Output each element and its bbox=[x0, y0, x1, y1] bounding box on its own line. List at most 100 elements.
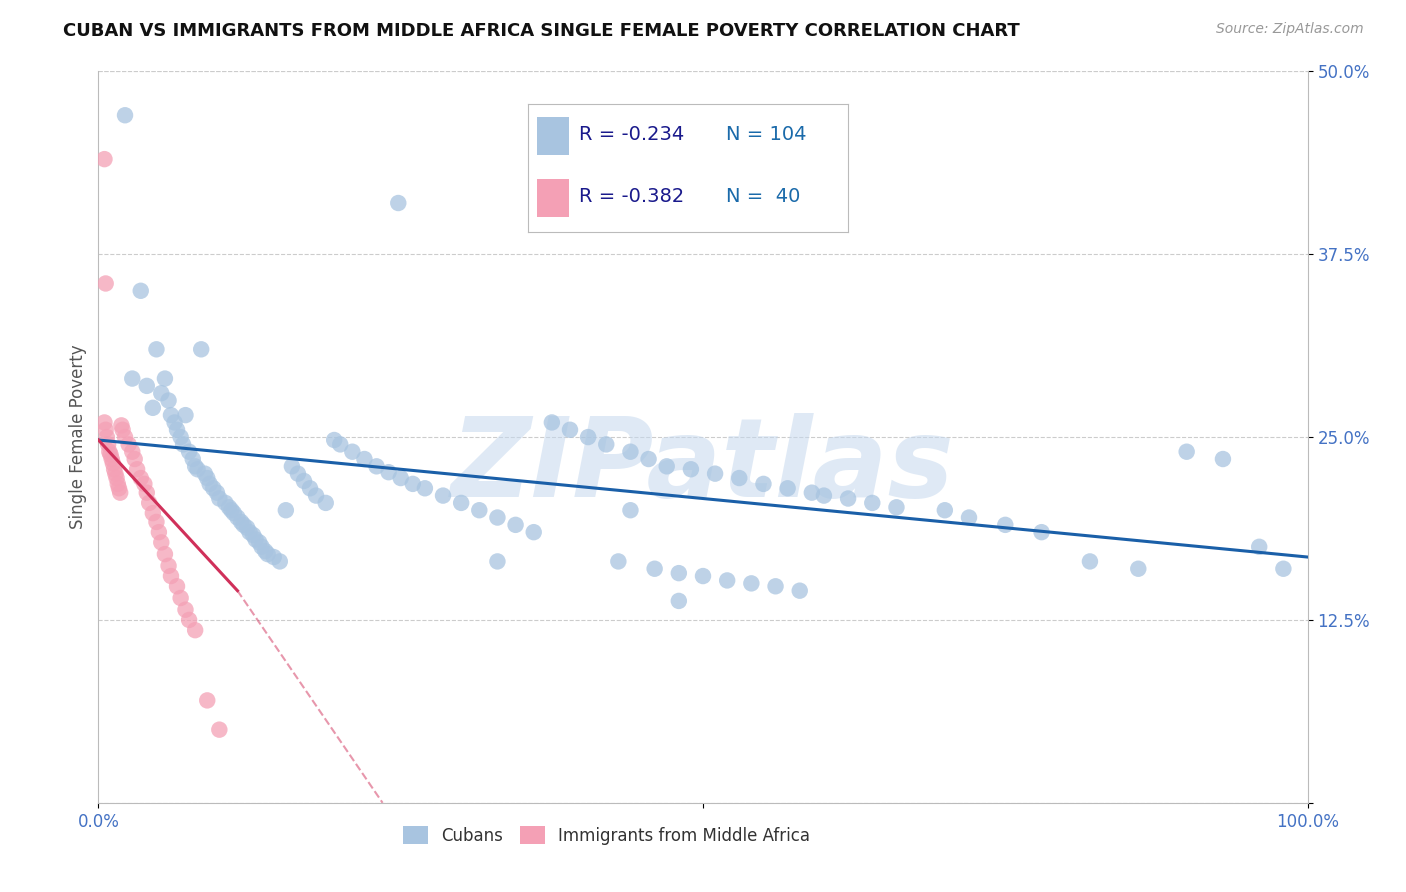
Point bbox=[957, 510, 980, 524]
Point bbox=[226, 510, 249, 524]
Point bbox=[668, 566, 690, 581]
Point bbox=[174, 408, 197, 422]
Point bbox=[242, 528, 264, 542]
Point bbox=[486, 554, 509, 568]
Point bbox=[752, 476, 775, 491]
Point bbox=[607, 554, 630, 568]
Point bbox=[800, 485, 823, 500]
Point bbox=[740, 576, 762, 591]
Point bbox=[181, 452, 204, 467]
Point bbox=[292, 474, 315, 488]
Point bbox=[299, 481, 322, 495]
Point bbox=[127, 462, 149, 476]
Point bbox=[389, 471, 412, 485]
Point bbox=[94, 423, 117, 437]
Point bbox=[107, 476, 129, 491]
Point bbox=[187, 462, 209, 476]
Point bbox=[886, 500, 908, 515]
Point bbox=[637, 452, 659, 467]
Point bbox=[160, 569, 183, 583]
Point bbox=[103, 462, 125, 476]
Point bbox=[432, 489, 454, 503]
Point bbox=[222, 506, 245, 520]
Text: ZIPatlas: ZIPatlas bbox=[451, 413, 955, 520]
Point bbox=[329, 437, 352, 451]
Point bbox=[142, 506, 165, 520]
Point bbox=[166, 579, 188, 593]
Point bbox=[184, 459, 207, 474]
Point bbox=[208, 723, 231, 737]
Point bbox=[1128, 562, 1150, 576]
Point bbox=[172, 437, 194, 451]
Point bbox=[668, 594, 690, 608]
Point bbox=[387, 196, 409, 211]
Point bbox=[505, 517, 527, 532]
Point bbox=[221, 503, 243, 517]
Text: CUBAN VS IMMIGRANTS FROM MIDDLE AFRICA SINGLE FEMALE POVERTY CORRELATION CHART: CUBAN VS IMMIGRANTS FROM MIDDLE AFRICA S… bbox=[63, 22, 1019, 40]
Point bbox=[323, 433, 346, 447]
Point bbox=[166, 423, 188, 437]
Point bbox=[342, 444, 364, 458]
Point bbox=[315, 496, 337, 510]
Point bbox=[110, 418, 132, 433]
Point bbox=[195, 693, 218, 707]
Point bbox=[100, 448, 122, 462]
Point bbox=[121, 444, 143, 458]
Point bbox=[486, 510, 509, 524]
Point bbox=[108, 485, 131, 500]
Point bbox=[274, 503, 297, 517]
Point bbox=[1249, 540, 1271, 554]
Point bbox=[208, 491, 231, 506]
Point bbox=[105, 471, 128, 485]
Point bbox=[184, 623, 207, 637]
Point bbox=[108, 481, 131, 495]
Point bbox=[595, 437, 617, 451]
Point bbox=[813, 489, 835, 503]
Point bbox=[214, 496, 236, 510]
Point bbox=[254, 544, 277, 558]
Point bbox=[160, 408, 183, 422]
Point bbox=[269, 554, 291, 568]
Point bbox=[111, 423, 134, 437]
Point bbox=[135, 485, 157, 500]
Point bbox=[1212, 452, 1234, 467]
Point bbox=[281, 459, 304, 474]
Point bbox=[174, 603, 197, 617]
Point bbox=[1078, 554, 1101, 568]
Point bbox=[179, 613, 201, 627]
Point bbox=[129, 471, 152, 485]
Point bbox=[179, 444, 201, 458]
Point bbox=[1175, 444, 1198, 458]
Point bbox=[644, 562, 666, 576]
Point bbox=[157, 393, 180, 408]
Point bbox=[96, 430, 118, 444]
Point bbox=[145, 343, 167, 357]
Point bbox=[776, 481, 799, 495]
Point bbox=[837, 491, 859, 506]
Point bbox=[229, 515, 252, 529]
Point bbox=[194, 467, 217, 481]
Point bbox=[190, 343, 212, 357]
Y-axis label: Single Female Poverty: Single Female Poverty bbox=[69, 345, 87, 529]
Point bbox=[239, 525, 262, 540]
Point bbox=[195, 471, 218, 485]
Point bbox=[134, 476, 156, 491]
Point bbox=[704, 467, 727, 481]
Point bbox=[169, 591, 191, 605]
Point bbox=[98, 444, 121, 458]
Point bbox=[205, 485, 228, 500]
Point bbox=[93, 416, 115, 430]
Point bbox=[994, 517, 1017, 532]
Point bbox=[413, 481, 436, 495]
Point bbox=[540, 416, 562, 430]
Point bbox=[245, 533, 267, 547]
Point bbox=[129, 284, 152, 298]
Point bbox=[468, 503, 491, 517]
Point bbox=[163, 416, 186, 430]
Point bbox=[377, 465, 399, 479]
Point bbox=[789, 583, 811, 598]
Point bbox=[655, 459, 678, 474]
Point bbox=[692, 569, 714, 583]
Point bbox=[114, 430, 136, 444]
Point bbox=[104, 467, 127, 481]
